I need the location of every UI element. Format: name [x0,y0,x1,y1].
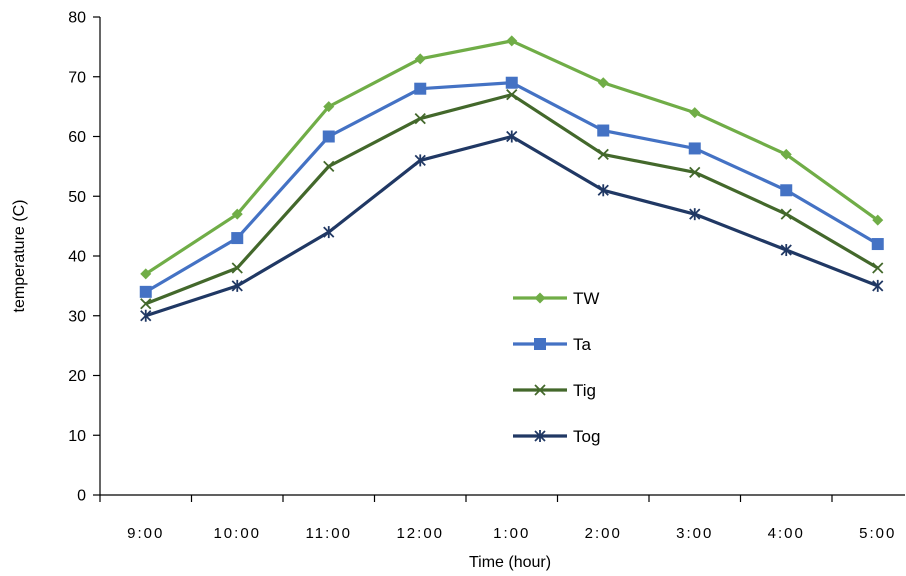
data-point-ta [231,232,244,245]
legend-label-tw: TW [573,289,599,308]
data-point-tw [231,208,243,220]
y-tick-label: 20 [68,368,86,385]
data-point-ta [688,142,701,155]
data-point-tog [140,309,152,322]
data-point-tw [872,214,884,226]
series-line-ta [144,81,879,294]
legend-marker-tw [534,292,546,304]
y-axis-title: temperature (C) [11,200,28,313]
x-tick-label: 12:00 [396,525,444,542]
x-tick-label: 1:00 [493,525,530,542]
data-point-tw [506,35,518,47]
legend-item-tog: Tog [513,427,600,446]
x-tick-label: 11:00 [306,525,352,542]
x-tick-label: 9:00 [127,525,164,542]
data-point-ta [414,82,427,95]
y-tick-label: 10 [68,428,86,445]
x-tick-label: 3:00 [676,525,713,542]
legend-item-ta: Ta [513,335,592,354]
data-point-ta [597,124,610,137]
data-point-tog [231,279,243,292]
data-point-tog [689,208,701,221]
data-point-tig [140,298,152,310]
data-point-tw [689,107,701,119]
data-point-tw [323,101,335,113]
data-point-tig [323,160,335,173]
data-point-ta [322,130,335,143]
data-point-tw [414,53,426,65]
x-tick-label: 2:00 [585,525,622,542]
data-point-tig [231,262,243,274]
legend-marker-tig [534,384,546,396]
data-point-tog [872,279,884,292]
data-point-tw [780,148,792,160]
y-tick-label: 70 [68,69,86,86]
data-point-tig [780,208,792,220]
y-axis: 0 10 20 30 40 50 60 70 80 [68,10,101,505]
data-point-tog [506,130,518,143]
y-tick-label: 30 [68,308,86,325]
x-tick-label: 4:00 [768,525,805,542]
y-tick-label: 40 [68,249,86,266]
data-point-tig [689,166,701,178]
data-point-tog [780,244,792,257]
series-line-tw [144,39,879,276]
data-point-ta [505,76,518,89]
x-axis: 9:00 10:00 11:00 12:00 1:00 2:00 3:00 4:00 5:00 [99,494,905,542]
series-line-tig [145,93,879,306]
series-tog [140,130,884,322]
data-point-tig [414,112,426,125]
legend-item-tig: Tig [513,381,596,400]
legend-label-tog: Tog [573,427,600,446]
data-point-tig [597,148,609,161]
series-layer [139,35,884,322]
series-ta [139,76,884,298]
y-tick-label: 50 [68,189,86,206]
legend-marker-ta [534,338,546,350]
y-tick-label: 60 [68,129,86,146]
series-line-tog [145,134,879,318]
legend-item-tw: TW [513,289,599,308]
data-point-tw [597,77,609,89]
data-point-tw [140,268,152,280]
data-point-ta [871,238,884,251]
series-tig [140,89,884,310]
data-point-tog [597,184,609,197]
data-point-tig [872,262,884,274]
y-tick-label: 0 [77,488,86,505]
data-point-tig [506,89,518,101]
x-tick-label: 10:00 [213,525,261,542]
legend-marker-tog [534,430,546,442]
series-tw [140,35,884,280]
legend: TW Ta Tig Tog [513,289,600,446]
data-point-ta [139,285,152,298]
data-point-tog [323,226,335,239]
legend-label-ta: Ta [573,335,592,354]
y-tick-label: 80 [68,10,86,27]
data-point-tog [414,154,426,167]
legend-label-tig: Tig [573,381,596,400]
x-axis-title: Time (hour) [469,554,551,571]
x-tick-label: 5:00 [859,525,896,542]
data-point-ta [780,184,793,197]
